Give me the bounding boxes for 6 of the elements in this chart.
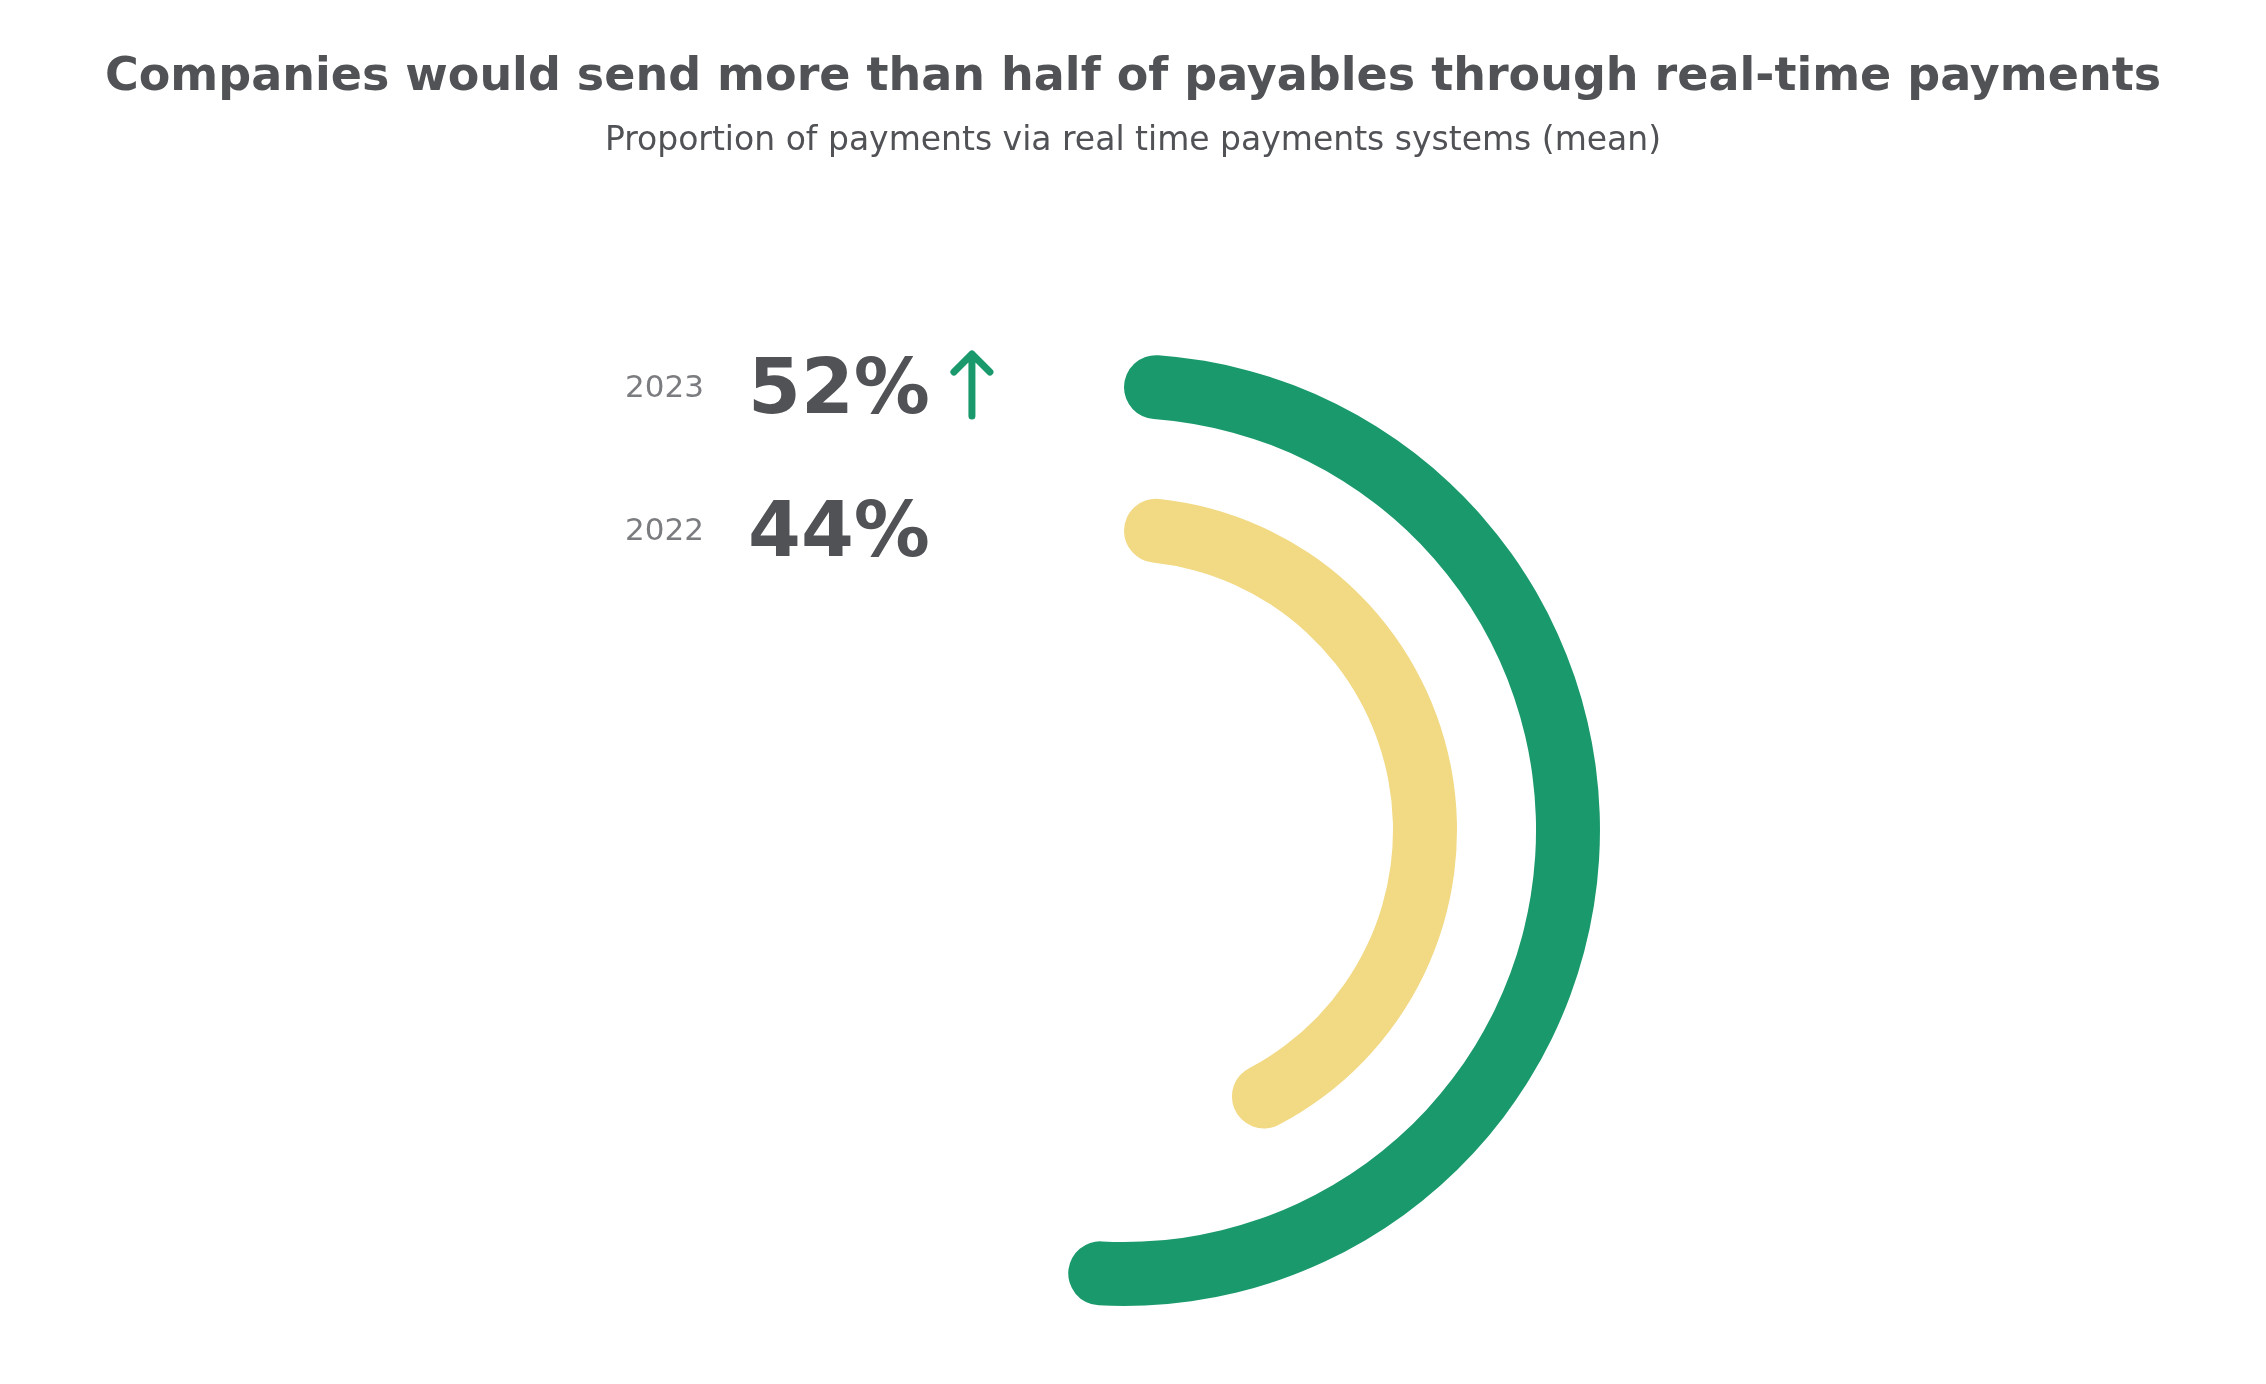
text: Companies would send more than half of payables through real-time payments <box>104 47 2162 101</box>
text: Proportion of payments via real time payments systems (mean) <box>604 119 1662 158</box>
data-label: 52% <box>748 341 930 431</box>
data-label: 44% <box>748 484 930 574</box>
category-label: 2023 <box>625 367 704 404</box>
category-label: 2022 <box>625 510 704 547</box>
